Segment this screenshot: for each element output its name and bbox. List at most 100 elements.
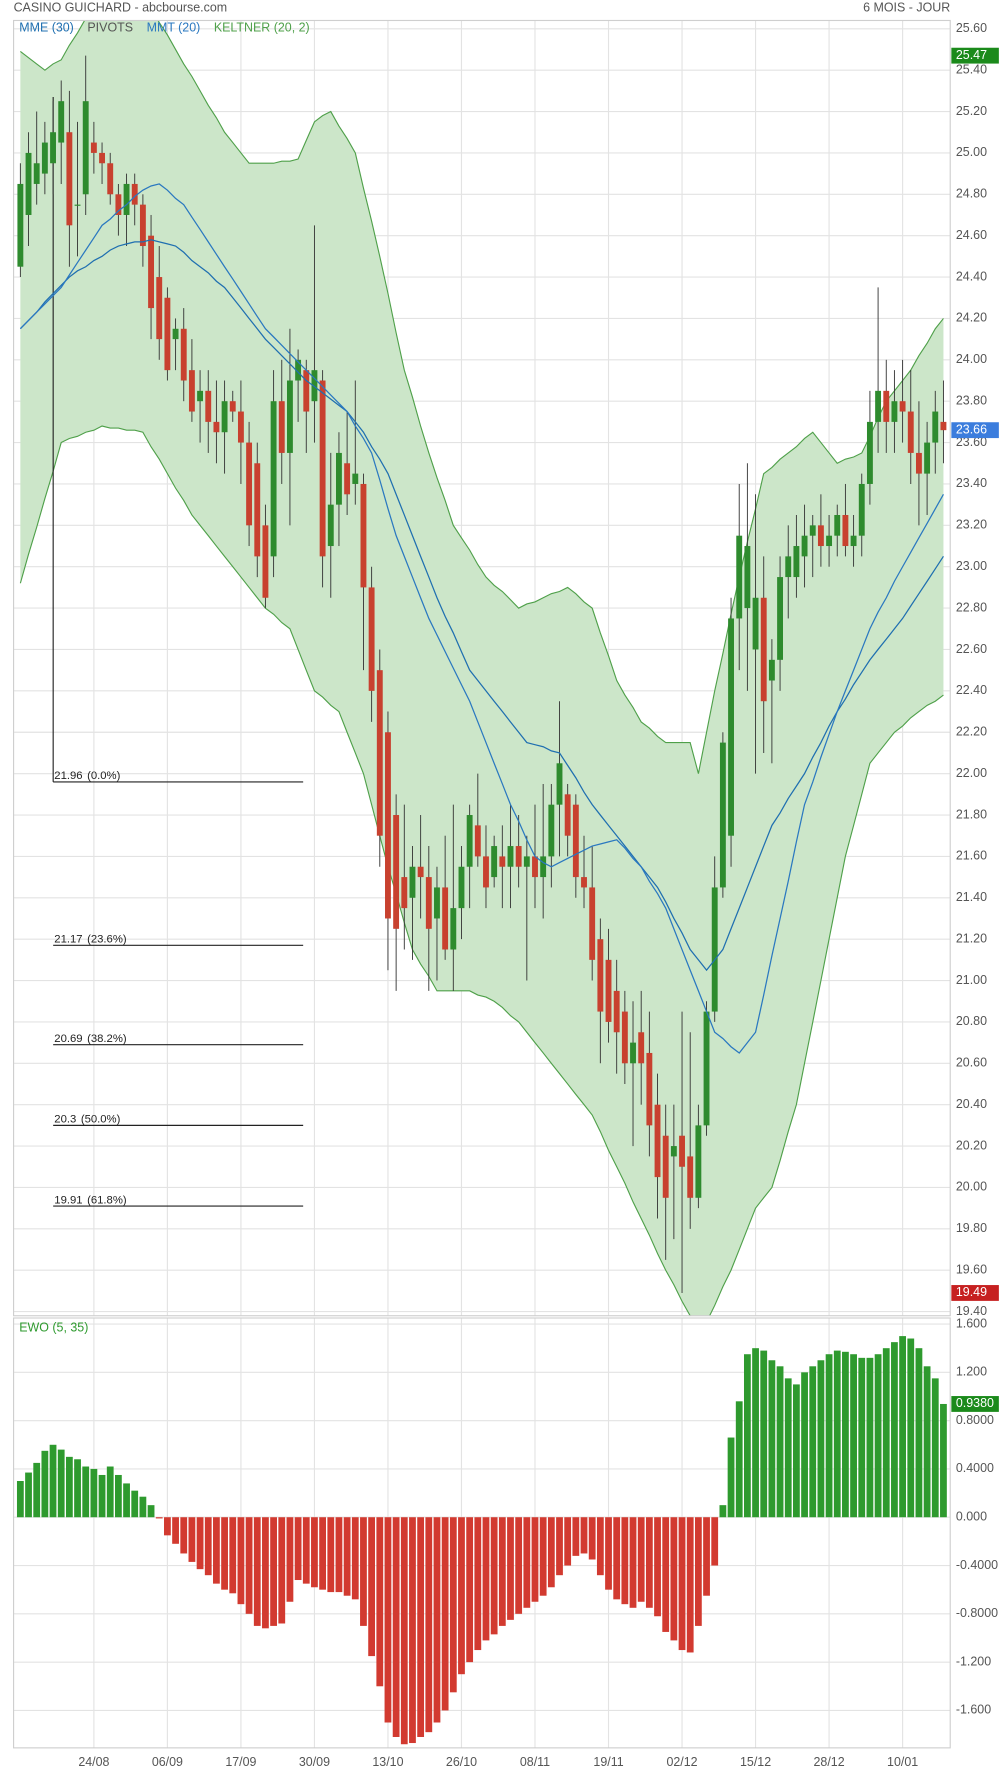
candle-body xyxy=(646,1052,653,1126)
bar xyxy=(760,1350,768,1518)
y-tick-label: 21.00 xyxy=(956,973,987,987)
bar xyxy=(866,1357,874,1518)
moving-average xyxy=(19,183,944,1054)
bar xyxy=(139,1496,147,1518)
candle-body xyxy=(425,877,432,929)
y-tick-label: 20.20 xyxy=(956,1138,987,1152)
bar xyxy=(882,1348,890,1518)
bar xyxy=(384,1517,392,1723)
price-badge xyxy=(951,422,999,439)
candle-body xyxy=(621,1011,628,1064)
candle-body xyxy=(221,401,228,433)
candle-body xyxy=(139,204,146,247)
bar xyxy=(531,1517,539,1602)
candle-body xyxy=(719,742,726,888)
candle-body xyxy=(278,401,285,453)
fib-ratio: (50.0%) xyxy=(81,1114,121,1126)
x-tick-label: 13/10 xyxy=(372,1755,403,1769)
price-badge-label: 19.49 xyxy=(956,1285,987,1299)
candle-body xyxy=(638,1032,645,1064)
bar xyxy=(686,1517,694,1653)
bar xyxy=(302,1517,310,1584)
bar xyxy=(425,1517,433,1733)
y-tick-label: 0.4000 xyxy=(956,1461,994,1475)
candle-body xyxy=(777,577,784,660)
y-tick-label: 0.8000 xyxy=(956,1413,994,1427)
candle-body xyxy=(311,370,318,402)
x-tick-label: 26/10 xyxy=(446,1755,477,1769)
bar xyxy=(57,1449,65,1518)
y-tick-label: 22.40 xyxy=(956,683,987,697)
keltner-upper xyxy=(20,20,944,774)
price-badge xyxy=(951,47,999,64)
candle-body xyxy=(376,670,383,836)
candle-body xyxy=(99,152,105,164)
y-tick-label: 20.80 xyxy=(956,1014,987,1028)
bar xyxy=(654,1517,661,1617)
candle-body xyxy=(670,1146,677,1157)
candle-body xyxy=(229,401,236,412)
y-tick-label: 21.40 xyxy=(956,890,987,904)
candle-body xyxy=(401,877,408,909)
bar xyxy=(441,1517,449,1711)
price-badge-label: 23.66 xyxy=(956,422,987,436)
candle-body xyxy=(74,204,81,206)
candle-body xyxy=(907,411,914,453)
bar xyxy=(294,1517,302,1581)
candle-body xyxy=(336,452,342,505)
y-tick-label: -0.8000 xyxy=(956,1606,998,1620)
bar xyxy=(556,1517,563,1576)
candle-body xyxy=(164,297,171,371)
candle-body xyxy=(352,473,359,484)
bar xyxy=(368,1517,376,1657)
candle-body xyxy=(295,359,302,381)
candle-body xyxy=(581,877,587,888)
candle-body xyxy=(368,587,375,691)
price-badge-label: 0.9380 xyxy=(956,1396,994,1410)
y-tick-label: 21.80 xyxy=(956,807,987,821)
candle-body xyxy=(90,142,97,153)
candle-body xyxy=(205,390,212,422)
page-title: CASINO GUICHARD - abcbourse.com xyxy=(14,0,228,14)
bar xyxy=(474,1517,482,1651)
candle-body xyxy=(687,1156,694,1198)
x-tick-label: 24/08 xyxy=(78,1755,109,1769)
bar xyxy=(850,1354,857,1518)
candle-body xyxy=(319,380,326,557)
y-tick-label: 23.00 xyxy=(956,559,987,573)
y-tick-label: 1.200 xyxy=(956,1365,987,1379)
y-tick-label: 22.80 xyxy=(956,600,987,614)
frame xyxy=(13,1317,951,1749)
bar xyxy=(319,1517,327,1590)
bar xyxy=(580,1517,588,1554)
candle-body xyxy=(744,546,751,609)
y-tick-label: 22.60 xyxy=(956,642,987,656)
candle-body xyxy=(785,556,792,578)
candle-body xyxy=(491,846,498,878)
bar xyxy=(670,1517,678,1641)
bar xyxy=(768,1360,776,1518)
x-tick-label: 08/11 xyxy=(520,1755,550,1769)
y-tick-label: 21.60 xyxy=(956,849,987,863)
y-tick-label: 0.000 xyxy=(956,1510,987,1524)
candle-body xyxy=(793,546,800,578)
bar xyxy=(25,1472,32,1518)
bar xyxy=(237,1517,245,1605)
candle-body xyxy=(752,597,759,650)
candle-body xyxy=(875,390,882,422)
bar xyxy=(637,1517,645,1602)
bar xyxy=(858,1357,866,1518)
y-tick-label: 25.20 xyxy=(956,104,987,118)
bar xyxy=(842,1351,849,1518)
bar xyxy=(735,1401,743,1518)
bar xyxy=(204,1517,212,1576)
bar xyxy=(180,1517,188,1554)
candle-body xyxy=(17,183,24,267)
x-tick-label: 15/12 xyxy=(740,1755,771,1769)
candle-body xyxy=(924,442,931,474)
bar xyxy=(817,1360,825,1518)
candle-body xyxy=(458,866,465,909)
bar xyxy=(114,1474,122,1518)
candle-body xyxy=(532,856,538,878)
